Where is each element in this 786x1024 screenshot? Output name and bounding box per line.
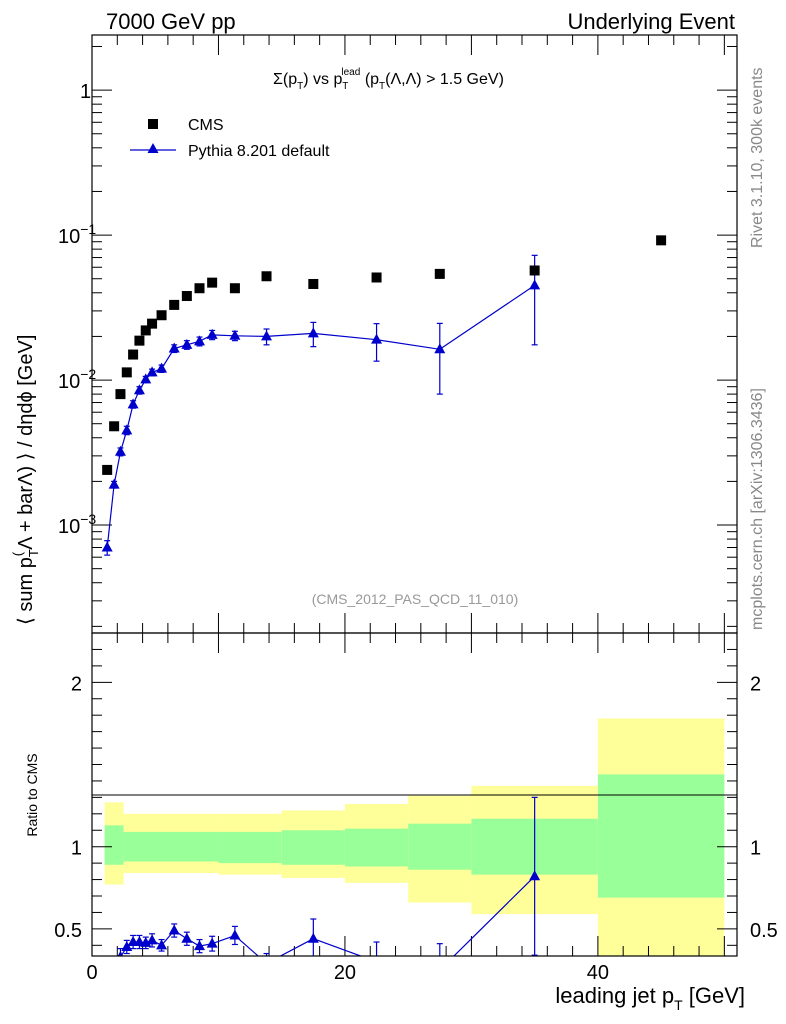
pythia-point <box>371 333 383 344</box>
ratio-ytick-label: 1 <box>71 838 82 860</box>
header-right: Underlying Event <box>567 9 735 34</box>
ratio-band-inner <box>408 823 472 870</box>
ratio-band-inner <box>104 825 124 865</box>
pythia-point <box>133 384 145 395</box>
main-ticks: 1 10−1 10−2 10−3 <box>58 35 737 633</box>
cms-point <box>102 464 113 475</box>
pythia-point <box>146 366 158 377</box>
ratio-pythia-point <box>229 929 241 940</box>
cms-point <box>261 271 272 282</box>
ratio-band-inner <box>597 774 725 898</box>
ratio-ytick-label: 0.5 <box>54 920 82 942</box>
cms-point <box>371 272 382 283</box>
ratio-pythia-point <box>206 937 218 948</box>
main-ytick-label: 10−2 <box>58 366 96 393</box>
pythia-point <box>194 335 205 346</box>
ratio-pythia-point <box>529 870 541 881</box>
ratio-panel: 0.5 0.51 12 20 20 40 Ratio to CMS leading jet… <box>24 632 778 1013</box>
legend-pythia-marker <box>147 143 159 153</box>
rivet-label: Rivet 3.1.10, 300k events <box>749 67 766 248</box>
pythia-point <box>261 330 273 341</box>
cms-point <box>140 325 151 336</box>
x-tick-label: 40 <box>587 962 609 984</box>
ratio-frame <box>91 632 738 957</box>
ratio-ytick-label-right: 2 <box>750 673 761 695</box>
ratio-ylabel: Ratio to CMS <box>24 753 40 836</box>
ratio-data <box>117 796 541 974</box>
cms-point <box>529 265 540 276</box>
ratio-pythia-point <box>121 940 133 951</box>
pythia-point <box>121 424 133 435</box>
pythia-point <box>181 338 193 349</box>
pythia-point <box>168 342 180 353</box>
main-panel: 1 10−1 10−2 10−3 Σ(pT) vs plead T (pT(Λ,Λ) >… <box>10 34 738 634</box>
ratio-ticks: 0.5 0.51 12 20 20 40 <box>54 633 778 984</box>
cms-point <box>207 277 218 288</box>
pythia-point <box>114 445 126 456</box>
cms-point <box>109 421 120 432</box>
legend-pythia-label: Pythia 8.201 default <box>188 143 330 160</box>
legend: CMS Pythia 8.201 default <box>130 117 330 160</box>
cms-point <box>134 335 145 346</box>
header-left: 7000 GeV pp <box>106 9 236 34</box>
cms-point <box>308 278 319 289</box>
main-ytick-label: 10−1 <box>58 221 96 248</box>
pythia-point <box>206 328 218 339</box>
pythia-point <box>156 362 168 373</box>
cms-point <box>115 389 126 400</box>
cms-point <box>181 291 192 302</box>
ratio-pythia-point <box>261 957 272 967</box>
cms-point <box>194 283 205 294</box>
legend-cms-label: CMS <box>188 117 224 134</box>
ratio-pythia-point <box>434 964 445 974</box>
ratio-bands <box>104 718 725 956</box>
ratio-pythia-point <box>307 932 319 943</box>
ratio-pythia-point <box>117 950 124 956</box>
main-ylabel: ⟨ sum pT(Λ + barΛ) ⟩ / dηdϕ [GeV] <box>10 335 41 625</box>
ratio-ytick-label: 2 <box>71 673 82 695</box>
ratio-band-inner <box>123 831 219 862</box>
cms-point <box>156 310 167 321</box>
main-ytick-label: 10−3 <box>58 511 96 538</box>
ratio-pythia-point <box>194 940 205 951</box>
cms-point <box>128 349 139 360</box>
main-data <box>101 235 667 556</box>
pythia-point <box>101 541 113 552</box>
ratio-band-inner <box>281 830 345 865</box>
ratio-pythia-point <box>146 934 158 945</box>
ratio-series <box>117 796 541 974</box>
pythia-point <box>140 373 152 384</box>
ratio-pythia-point <box>181 932 193 943</box>
x-axis-label: leading jet pT [GeV] <box>555 983 745 1013</box>
pythia-point <box>229 329 241 340</box>
ratio-pythia-point <box>376 955 377 956</box>
analysis-reference: (CMS_2012_PAS_QCD_11_010) <box>312 591 519 607</box>
pythia-point <box>108 478 120 489</box>
cms-point <box>656 235 667 246</box>
pythia-point <box>529 279 541 290</box>
ratio-pythia-point <box>168 924 180 935</box>
mcplots-label: mcplots.cern.ch [arXiv:1306.3436] <box>749 388 766 630</box>
legend-cms-marker <box>148 119 158 129</box>
pythia-point <box>127 398 139 409</box>
cms-point <box>434 268 445 279</box>
ratio-band-inner <box>344 828 409 867</box>
cms-point <box>169 299 180 310</box>
main-title: Σ(pT) vs plead T (pT(Λ,Λ) > 1.5 GeV) <box>273 67 504 92</box>
pythia-line <box>106 284 535 548</box>
cms-point <box>121 367 132 378</box>
pythia-point <box>307 327 319 338</box>
ratio-pythia-point <box>156 939 168 950</box>
ratio-ytick-label-right: 1 <box>750 838 761 860</box>
main-ytick-label: 1 <box>80 81 91 103</box>
pythia-point <box>434 343 446 354</box>
x-tick-label: 0 <box>86 962 97 984</box>
cms-point <box>229 283 240 294</box>
cms-point <box>147 318 158 329</box>
ratio-ytick-label-right: 0.5 <box>750 920 778 942</box>
x-tick-label: 20 <box>334 962 356 984</box>
ratio-band-inner <box>218 831 282 864</box>
